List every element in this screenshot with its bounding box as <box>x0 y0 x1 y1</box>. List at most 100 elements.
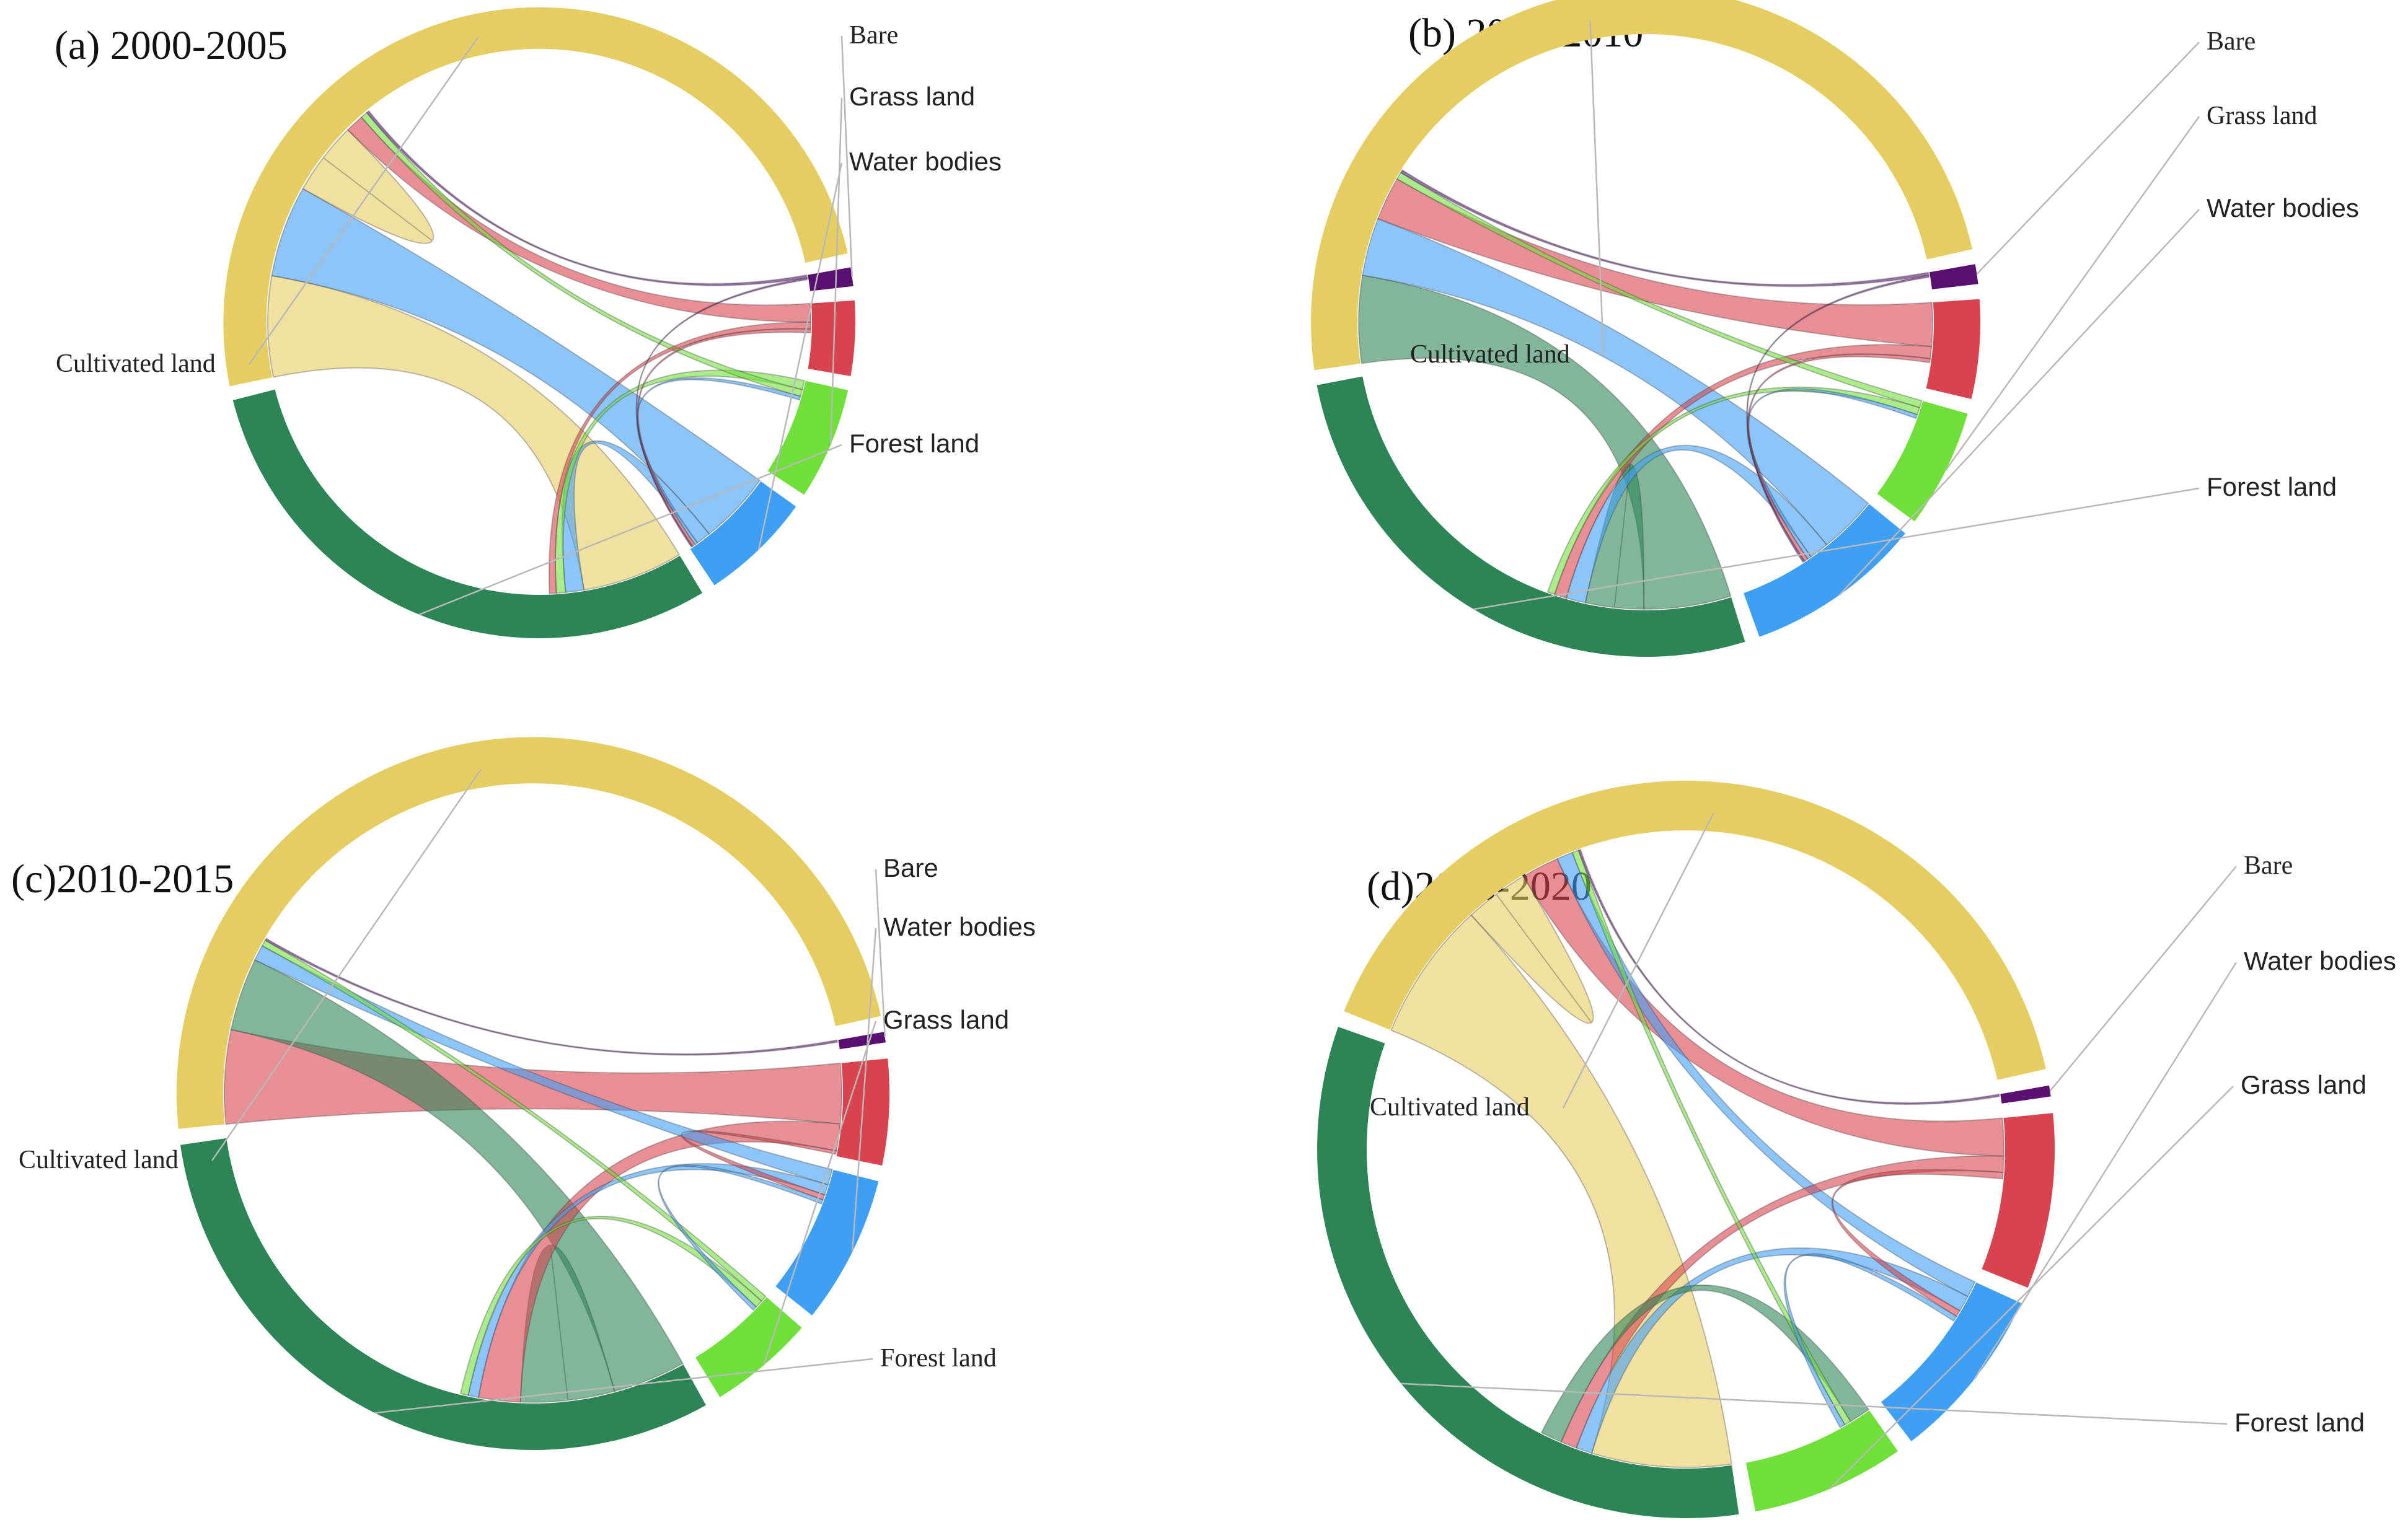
panel-b-label-water-bodies: Water bodies <box>2207 193 2359 222</box>
panel-b-arc-water-bodies <box>1744 504 1905 637</box>
panel-d-arc-degraded-land <box>1982 1113 2055 1288</box>
panel-d-label-forest-land: Forest land <box>2234 1408 2365 1437</box>
panel-c-label-cultivated-land: Cultivated land <box>19 1146 179 1174</box>
panel-c-leader-bare <box>875 869 886 1037</box>
panel-d-leader-forest-land <box>1401 1382 2228 1425</box>
panel-c-leader-cultivated-land <box>211 768 482 1161</box>
panel-c-leader-water-bodies <box>851 928 877 1252</box>
panel-b-arc-grass-land <box>1877 401 1968 522</box>
panel-b-arc-forest-land <box>1316 376 1745 657</box>
panel-a-chord-grass-land-to-cultivated-land <box>360 112 803 397</box>
panel-a-leader-grass-land <box>830 97 843 445</box>
panel-a-arc-degraded-land <box>808 300 856 376</box>
panel-d-chord-grass-land-to-cultivated-land <box>1571 849 1851 1426</box>
panel-d-leader-water-bodies <box>1974 962 2238 1379</box>
panel-b-leader-grass-land <box>1945 116 2200 471</box>
panel-b-chord-degraded-land-to-water-bodies <box>1747 353 1931 562</box>
panel-c-chords <box>223 938 843 1403</box>
panel-d-chord-water-bodies-to-cultivated-land <box>1556 851 1976 1298</box>
panel-a-arc-bare <box>808 267 853 291</box>
panel-b-label-cultivated-land: Cultivated land <box>1410 340 1570 369</box>
panel-a-leader-forest-land <box>418 444 842 615</box>
panel-c-leader-grass-land <box>762 1021 877 1366</box>
panel-a-chord-degraded-land-to-water-bodies <box>637 328 811 547</box>
panel-a-title: (a) 2000-2005 <box>55 23 288 68</box>
panel-b-label-grass-land: Grass land <box>2207 102 2317 130</box>
panel-a-chords <box>267 110 812 594</box>
panel-a-chord-water-bodies-to-cultivated-land <box>271 188 761 535</box>
panel-b-label-forest-land: Forest land <box>2207 472 2337 501</box>
panel-b-chords <box>1358 169 1933 610</box>
panel-d-label-grass-land: Grass land <box>2241 1070 2366 1099</box>
panel-c-chord-water-bodies-to-grass-land <box>657 1164 824 1311</box>
panel-b-arcs <box>1311 0 1980 657</box>
panel-b-chord-degraded-land-to-cultivated-land <box>1377 178 1933 348</box>
panel-c-label-forest-land: Forest land <box>880 1344 997 1373</box>
panel-b-label-bare: Bare <box>2207 27 2256 56</box>
panel-c-2010-2015: (c)2010-2015 Bare Water bodies Grass land F… <box>11 737 1036 1451</box>
panel-a-label-grass-land: Grass land <box>849 82 975 111</box>
panel-c-chord-water-bodies-to-cultivated-land <box>254 944 833 1186</box>
panel-d-label-bare: Bare <box>2244 851 2293 880</box>
panel-b-chord-bare-to-cultivated-land <box>1400 169 1929 288</box>
panel-d-labels: Bare Water bodies Grass land Forest land Cul… <box>1370 812 2396 1490</box>
panel-c-arcs <box>176 737 890 1451</box>
panel-d-chord-grass-land-to-forest-land <box>1540 1284 1870 1443</box>
panel-c-chord-forest-land-to-forest-land <box>519 1244 615 1403</box>
panel-c-chord-bare-to-cultivated-land <box>264 938 839 1056</box>
panel-a-label-water-bodies: Water bodies <box>849 147 1002 176</box>
panel-b-chord-water-bodies-to-forest-land <box>1565 445 1828 604</box>
panel-b-chord-water-bodies-to-cultivated-land <box>1362 217 1869 546</box>
panel-b-leader-bare <box>1976 42 2200 275</box>
panel-d-leader-grass-land <box>1829 1086 2234 1490</box>
panel-a-chord-cultivated-land-to-cultivated-land <box>302 129 434 244</box>
panel-d-chord-degraded-land-to-cultivated-land <box>1522 858 2004 1157</box>
panel-b-leader-forest-land <box>1473 487 2200 610</box>
panel-a-leader-cultivated-land <box>248 37 479 365</box>
panel-d-leader-bare <box>2049 866 2237 1092</box>
panel-a-arc-forest-land <box>232 389 703 638</box>
panel-c-arc-forest-land <box>180 1138 706 1451</box>
panel-a-label-bare: Bare <box>849 21 898 50</box>
panel-b-chord-grass-land-to-forest-land <box>1546 386 1921 595</box>
panel-c-arc-grass-land <box>695 1297 802 1397</box>
panel-c-arc-cultivated-land <box>176 737 881 1129</box>
panel-d-arc-grass-land <box>1746 1410 1898 1512</box>
panel-d-arc-cultivated-land <box>1344 780 2046 1080</box>
panel-a-chord-bare-to-water-bodies <box>635 277 808 548</box>
panel-b-chord-bare-to-water-bodies <box>1746 275 1930 563</box>
panel-b-labels: Bare Grass land Water bodies Forest land Cul… <box>1410 20 2359 610</box>
panel-c-chord-grass-land-to-forest-land <box>459 1215 763 1397</box>
panel-d-arcs <box>1317 780 2055 1518</box>
panel-b-arc-bare <box>1929 264 1978 289</box>
panel-b-leader-cultivated-land <box>1589 20 1605 356</box>
panel-c-label-grass-land: Grass land <box>883 1005 1009 1034</box>
panel-a-chord-degraded-land-to-cultivated-land <box>346 116 812 323</box>
panel-d-label-water-bodies: Water bodies <box>2244 946 2396 975</box>
panel-d-arc-bare <box>2000 1085 2051 1104</box>
panel-c-title: (c)2010-2015 <box>11 856 234 902</box>
panel-a-label-cultivated-land: Cultivated land <box>56 349 216 378</box>
panel-b-leader-water-bodies <box>1838 209 2200 596</box>
panel-a-leader-bare <box>840 35 853 277</box>
panel-d-leader-cultivated-land <box>1562 812 1714 1109</box>
panel-d-label-cultivated-land: Cultivated land <box>1370 1093 1530 1122</box>
panel-a-2000-2005: (a) 2000-2005 Bare Grass land Water bodies… <box>55 7 1002 638</box>
panel-c-chord-grass-land-to-cultivated-land <box>261 939 767 1303</box>
panel-c-label-bare: Bare <box>883 853 938 882</box>
panel-c-label-water-bodies: Water bodies <box>883 912 1036 941</box>
panel-a-label-forest-land: Forest land <box>849 429 979 458</box>
panel-d-chord-water-bodies-to-grass-land <box>1783 1253 1957 1428</box>
panel-a-arc-water-bodies <box>690 481 796 586</box>
panel-a-chord-cultivated-land-to-forest-land <box>267 275 681 591</box>
panel-b-chord-grass-land-to-cultivated-land <box>1396 172 1923 409</box>
panel-b-arc-degraded-land <box>1926 299 1980 399</box>
panel-a-labels: Bare Grass land Water bodies Forest land Cul… <box>56 21 1002 615</box>
panel-c-leader-forest-land <box>374 1358 873 1414</box>
panel-d-chord-degraded-land-to-water-bodies <box>1831 1169 2004 1317</box>
panel-c-arc-water-bodies <box>775 1170 879 1316</box>
panel-d-chord-bare-to-cultivated-land <box>1577 848 2000 1105</box>
